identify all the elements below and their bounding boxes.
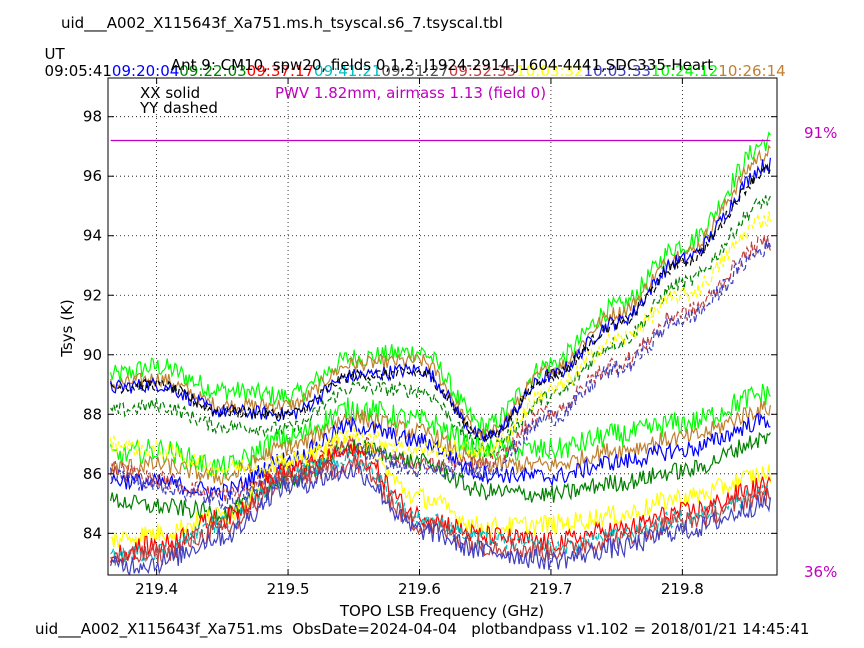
- timestamp-2: 09:22:03: [179, 62, 247, 80]
- ut-label: UT: [44, 45, 65, 63]
- timestamp-4: 09:41:21: [314, 62, 382, 80]
- y-axis-label: Tsys (K): [58, 299, 76, 358]
- header-filename: uid___A002_X115643f_Xa751.ms.h_tsyscal.s…: [61, 14, 503, 32]
- series-line-3: [110, 163, 771, 443]
- series-line-0: [110, 131, 771, 437]
- x-axis-label: TOPO LSB Frequency (GHz): [339, 602, 544, 620]
- y-tick-label-0: 84: [83, 524, 102, 542]
- grid-lines: [108, 78, 777, 575]
- timestamp-6: 09:52:35: [448, 62, 517, 80]
- series-line-8: [110, 431, 771, 522]
- x-tick-label-4: 219.8: [661, 580, 704, 598]
- series-line-2: [110, 157, 771, 443]
- y-tick-label-3: 90: [83, 346, 102, 364]
- series-line-12: [110, 240, 771, 511]
- timestamp-1: 09:20:04: [111, 62, 180, 80]
- y-tick-label-1: 86: [83, 465, 102, 483]
- pwv-annotation: PWV 1.82mm, airmass 1.13 (field 0): [275, 84, 546, 102]
- series-line-11: [110, 234, 771, 503]
- series-line-15: [110, 456, 771, 567]
- legend-xx: XX solid: [140, 84, 200, 102]
- series-line-10: [110, 211, 771, 477]
- chart-title: Ant 9: CM10, spw20, fields 0,1,2: J1924-…: [171, 56, 713, 74]
- timestamp-list: 09:05:4109:20:0409:22:0309:37:1709:41:21…: [45, 62, 786, 80]
- series-line-5: [110, 383, 771, 481]
- timestamp-9: 10:24:12: [650, 62, 719, 80]
- plot-frame: [107, 77, 778, 576]
- timestamp-3: 09:37:17: [246, 62, 315, 80]
- series-line-9: [110, 434, 771, 548]
- y-tick-label-2: 88: [83, 405, 102, 423]
- header-times-row: UT 09:05:4109:20:0409:22:0309:37:1709:41…: [35, 29, 786, 80]
- footer-text: uid___A002_X115643f_Xa751.ms ObsDate=202…: [35, 620, 810, 638]
- series-line-14: [110, 449, 771, 566]
- series-group: [110, 131, 771, 575]
- series-line-4: [110, 195, 771, 458]
- y-tick-label-6: 96: [83, 167, 102, 185]
- right-label-top: 91%: [804, 124, 837, 142]
- axis-ticks: 219.4 219.5 219.6 219.7 219.8 84 86 88 90 92 94 96 9…: [83, 78, 777, 598]
- series-line-6: [110, 400, 771, 486]
- y-tick-label-7: 98: [83, 108, 102, 126]
- right-label-bottom: 36%: [804, 563, 837, 581]
- timestamp-8: 10:05:33: [583, 62, 651, 80]
- legend-yy: YY dashed: [139, 99, 218, 117]
- timestamp-10: 10:26:14: [718, 62, 786, 80]
- y-tick-label-5: 94: [83, 227, 102, 245]
- timestamp-5: 09:51:27: [381, 62, 449, 80]
- x-tick-label-3: 219.7: [529, 580, 572, 598]
- timestamp-7: 10:03:32: [516, 62, 584, 80]
- x-tick-label-0: 219.4: [135, 580, 178, 598]
- x-tick-label-1: 219.5: [267, 580, 310, 598]
- timestamp-0: 09:05:41: [44, 62, 112, 80]
- y-tick-label-4: 92: [83, 286, 102, 304]
- x-tick-label-2: 219.6: [398, 580, 441, 598]
- series-line-7: [110, 412, 771, 502]
- series-line-16: [110, 463, 771, 575]
